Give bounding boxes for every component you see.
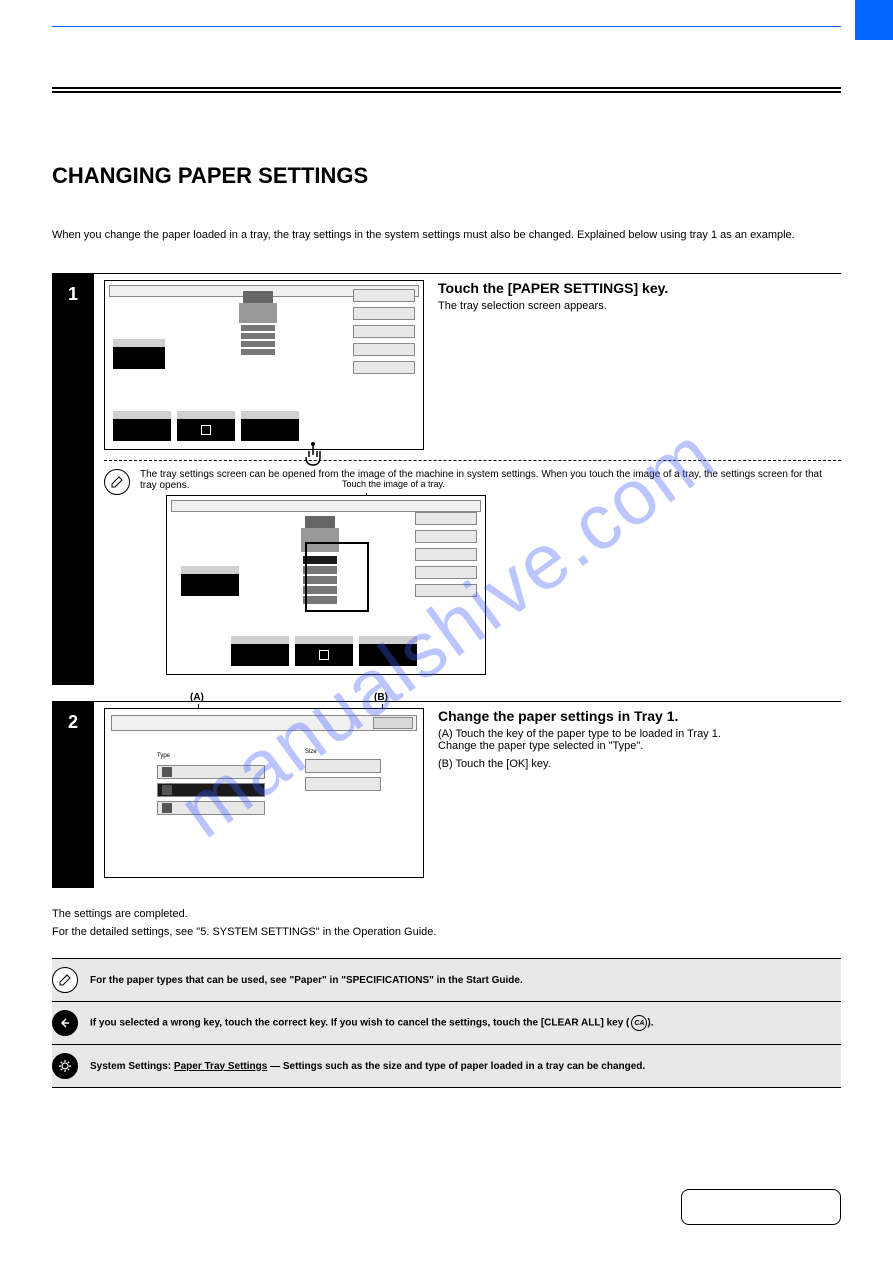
step-1: 1	[52, 273, 841, 685]
screen-mock-2: Type Size	[104, 708, 424, 878]
screen-mock-1	[104, 280, 424, 450]
pointer-b-label: (B)	[374, 692, 388, 703]
step2-a: (A) Touch the key of the paper type to b…	[438, 728, 841, 740]
back-arrow-icon	[52, 1010, 78, 1036]
step1-heading: Touch the [PAPER SETTINGS] key.	[438, 280, 841, 296]
step-number: 1	[52, 274, 94, 685]
step2-b: (B) Touch the [OK] key.	[438, 758, 841, 770]
followup-2: For the detailed settings, see "5. SYSTE…	[52, 926, 841, 938]
step-2: 2 (A) (B) Type	[52, 701, 841, 888]
pointer-a-label: (A)	[190, 692, 204, 703]
pencil-note-icon	[52, 967, 78, 993]
clear-all-badge: CA	[631, 1015, 647, 1031]
bottom-row3-text: System Settings: Paper Tray Settings — S…	[90, 1061, 841, 1072]
screen-mock-1b	[166, 495, 486, 675]
step1-note: The tray settings screen can be opened f…	[104, 469, 841, 495]
gear-icon	[52, 1053, 78, 1079]
step1-note-text: The tray settings screen can be opened f…	[140, 469, 841, 491]
pencil-note-icon	[104, 469, 130, 495]
bottom-row2-text: If you selected a wrong key, touch the c…	[90, 1015, 841, 1031]
bottom-panel: For the paper types that can be used, se…	[52, 958, 841, 1088]
pointer-label: Touch the image of a tray.	[342, 479, 445, 489]
double-rule	[52, 87, 841, 93]
bottom-row1-text: For the paper types that can be used, se…	[90, 975, 841, 986]
step2-heading: Change the paper settings in Tray 1.	[438, 708, 841, 724]
page-footer-pill	[681, 1189, 841, 1225]
step2-a2: Change the paper type selected in "Type"…	[438, 740, 841, 752]
intro-text: When you change the paper loaded in a tr…	[52, 229, 841, 257]
touch-hand-icon	[300, 441, 326, 467]
followup-1: The settings are completed.	[52, 908, 841, 920]
printer-icon	[235, 291, 281, 367]
page-content: CHANGING PAPER SETTINGS When you change …	[52, 26, 841, 1088]
section-tab	[855, 0, 893, 40]
header-rule	[52, 26, 841, 27]
section-title: CHANGING PAPER SETTINGS	[52, 163, 841, 189]
step1-body: The tray selection screen appears.	[438, 300, 841, 312]
step-number: 2	[52, 702, 94, 888]
